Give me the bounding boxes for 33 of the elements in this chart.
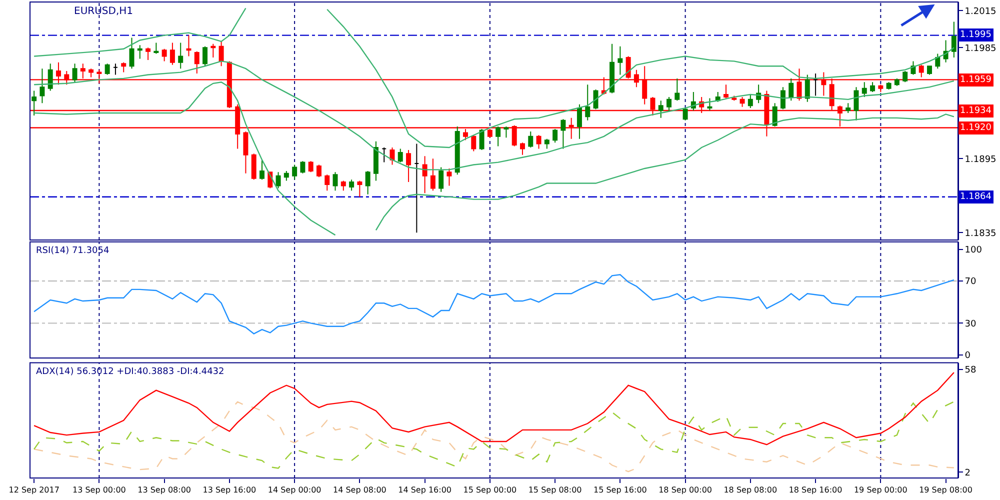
ref-line-label: 1.1864 [960, 192, 992, 202]
annotation: RSI(14) 71.3054 [36, 246, 110, 256]
ref-line-label: 1.1995 [960, 30, 992, 40]
y-tick-label: 1.1895 [964, 154, 996, 165]
x-tick-label: 18 Sep 08:00 [724, 486, 778, 495]
x-tick-label: 18 Sep 16:00 [788, 486, 842, 495]
x-tick-label: 19 Sep 08:00 [919, 486, 972, 495]
y-tick-label: 70 [964, 277, 977, 288]
x-tick-label: 19 Sep 00:00 [854, 486, 908, 495]
chart-title: EURUSD,H1 [74, 6, 134, 17]
y-tick-label: 1.1985 [964, 44, 996, 54]
x-tick-label: 18 Sep 00:00 [658, 486, 712, 495]
ref-line-label: 1.1959 [960, 75, 992, 85]
y-tick-label: 100 [964, 245, 982, 256]
y-tick-label: 1.1835 [964, 228, 996, 239]
y-tick-label: 30 [964, 319, 977, 330]
x-tick-label: 13 Sep 08:00 [138, 486, 192, 495]
x-tick-label: 13 Sep 00:00 [72, 486, 126, 495]
x-tick-label: 13 Sep 16:00 [202, 486, 256, 495]
y-tick-label: 1.2015 [964, 6, 996, 17]
x-tick-label: 14 Sep 00:00 [268, 486, 322, 495]
x-tick-label: 15 Sep 16:00 [593, 486, 647, 495]
annotation: ADX(14) 56.3012 +DI:40.3883 -DI:4.4432 [36, 367, 224, 377]
x-tick-label: 14 Sep 16:00 [398, 486, 452, 495]
x-tick-label: 12 Sep 2017 [8, 486, 60, 495]
x-tick-label: 15 Sep 00:00 [463, 486, 517, 495]
x-tick-label: 14 Sep 08:00 [332, 486, 386, 495]
y-tick-label: 0 [964, 351, 971, 362]
y-tick-label: 58 [964, 366, 977, 376]
y-tick-label: 2 [964, 468, 971, 478]
ref-line-label: 1.1934 [960, 106, 992, 116]
ref-line-label: 1.1920 [960, 123, 992, 133]
x-tick-label: 15 Sep 08:00 [528, 486, 582, 495]
